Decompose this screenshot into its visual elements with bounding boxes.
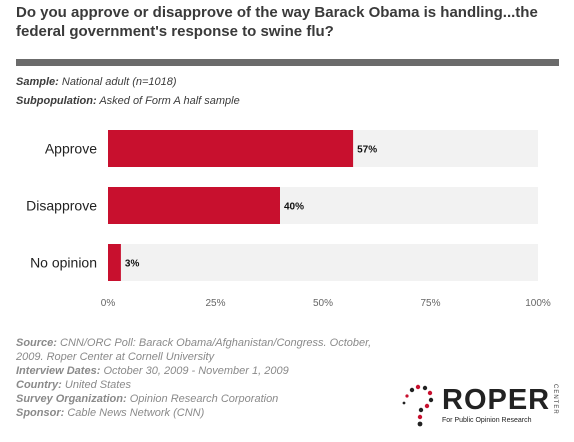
footer: Source: CNN/ORC Poll: Barack Obama/Afgha… [16, 336, 396, 420]
x-tick-label: 75% [420, 298, 440, 309]
bar-no-opinion [108, 244, 121, 281]
sample-line: Sample: National adult (n=1018) [16, 76, 177, 88]
roper-center-logo: ROPER For Public Opinion Research CENTER [400, 382, 560, 430]
footer-source: Source: CNN/ORC Poll: Barack Obama/Afgha… [16, 337, 372, 363]
value-label: 3% [125, 259, 140, 270]
title-divider [16, 59, 559, 66]
x-tick-label: 100% [525, 298, 551, 309]
question-mark-dots-icon [402, 384, 434, 427]
bar-approve [108, 130, 354, 167]
subpopulation-value: Asked of Form A half sample [99, 95, 240, 107]
category-label: Approve [45, 141, 97, 157]
sample-value: National adult (n=1018) [61, 76, 177, 88]
subpopulation-line: Subpopulation: Asked of Form A half samp… [16, 95, 240, 107]
value-label: 57% [357, 145, 377, 156]
x-tick-label: 0% [101, 298, 116, 309]
footer-dates: Interview Dates: October 30, 2009 - Nove… [16, 365, 289, 377]
logo-tagline: For Public Opinion Research [442, 417, 532, 424]
row-band [108, 244, 538, 281]
footer-organization: Survey Organization: Opinion Research Co… [16, 393, 279, 405]
logo-center-text: CENTER [552, 384, 558, 415]
x-tick-label: 50% [313, 298, 333, 309]
bar-chart: Approve 57% Disapprove 40% No opinion 3% 0% 25%… [26, 130, 551, 309]
sample-label: Sample [16, 76, 56, 88]
category-label: No opinion [30, 255, 97, 271]
x-tick-label: 25% [205, 298, 225, 309]
category-label: Disapprove [26, 198, 97, 214]
logo-wordmark: ROPER [442, 384, 551, 416]
chart-title: Do you approve or disapprove of the way … [16, 4, 538, 40]
footer-sponsor: Sponsor: Cable News Network (CNN) [16, 407, 205, 419]
value-label: 40% [284, 202, 304, 213]
bar-disapprove [108, 187, 280, 224]
subpopulation-label: Subpopulation [16, 95, 93, 107]
footer-country: Country: United States [16, 379, 131, 391]
